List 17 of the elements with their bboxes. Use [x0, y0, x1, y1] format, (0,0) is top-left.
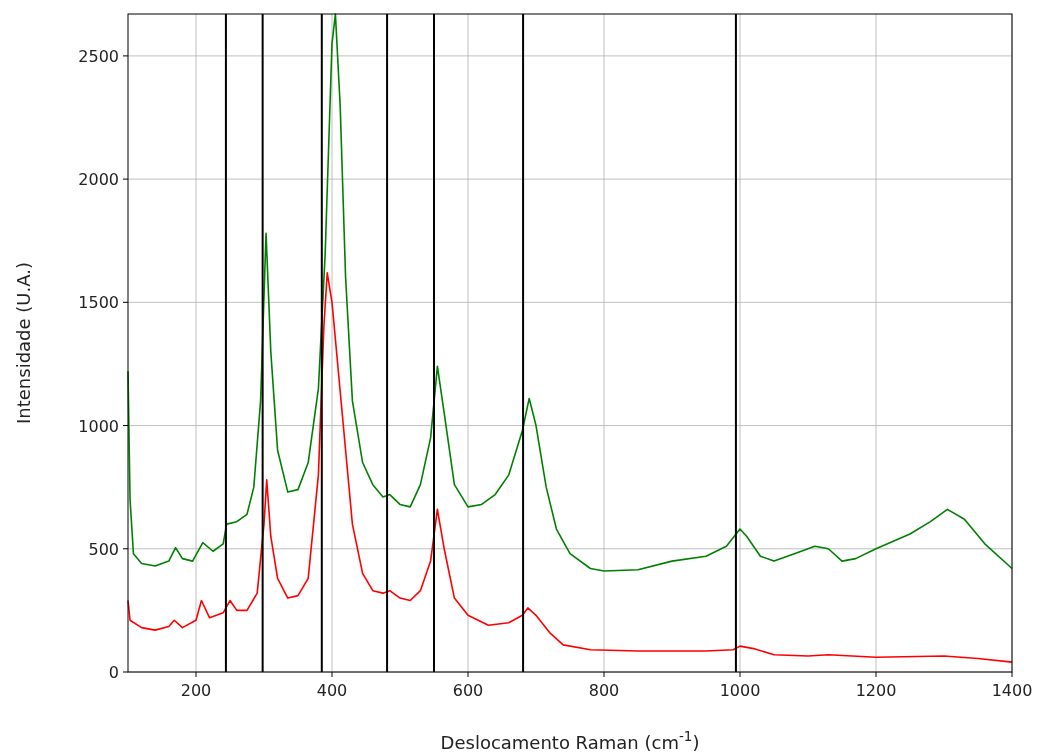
y-axis-title: Intensidade (U.A.)	[13, 262, 34, 424]
y-tick-label: 2500	[78, 46, 119, 66]
x-tick-label: 200	[180, 681, 212, 700]
line-series	[127, 271, 1013, 663]
y-tick-label: 1500	[78, 293, 119, 313]
y-tick-label: 500	[88, 539, 119, 559]
y-tick-label: 2000	[78, 170, 119, 190]
x-tick-label: 1000	[719, 681, 761, 700]
x-tick-label: 400	[316, 681, 348, 700]
x-tick-label: 1200	[855, 681, 897, 700]
y-tick-label: 1000	[78, 416, 119, 436]
line-series	[127, 13, 1013, 572]
x-tick-label: 600	[452, 681, 484, 700]
x-tick-label: 1400	[991, 681, 1033, 700]
x-axis-title: Deslocamento Raman (cm$^{-1}$)	[440, 728, 700, 753]
y-tick-label: 0	[108, 663, 119, 682]
x-tick-label: 800	[588, 681, 620, 700]
